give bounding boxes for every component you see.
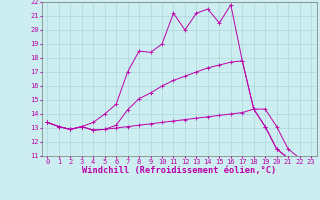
X-axis label: Windchill (Refroidissement éolien,°C): Windchill (Refroidissement éolien,°C) [82, 166, 276, 175]
